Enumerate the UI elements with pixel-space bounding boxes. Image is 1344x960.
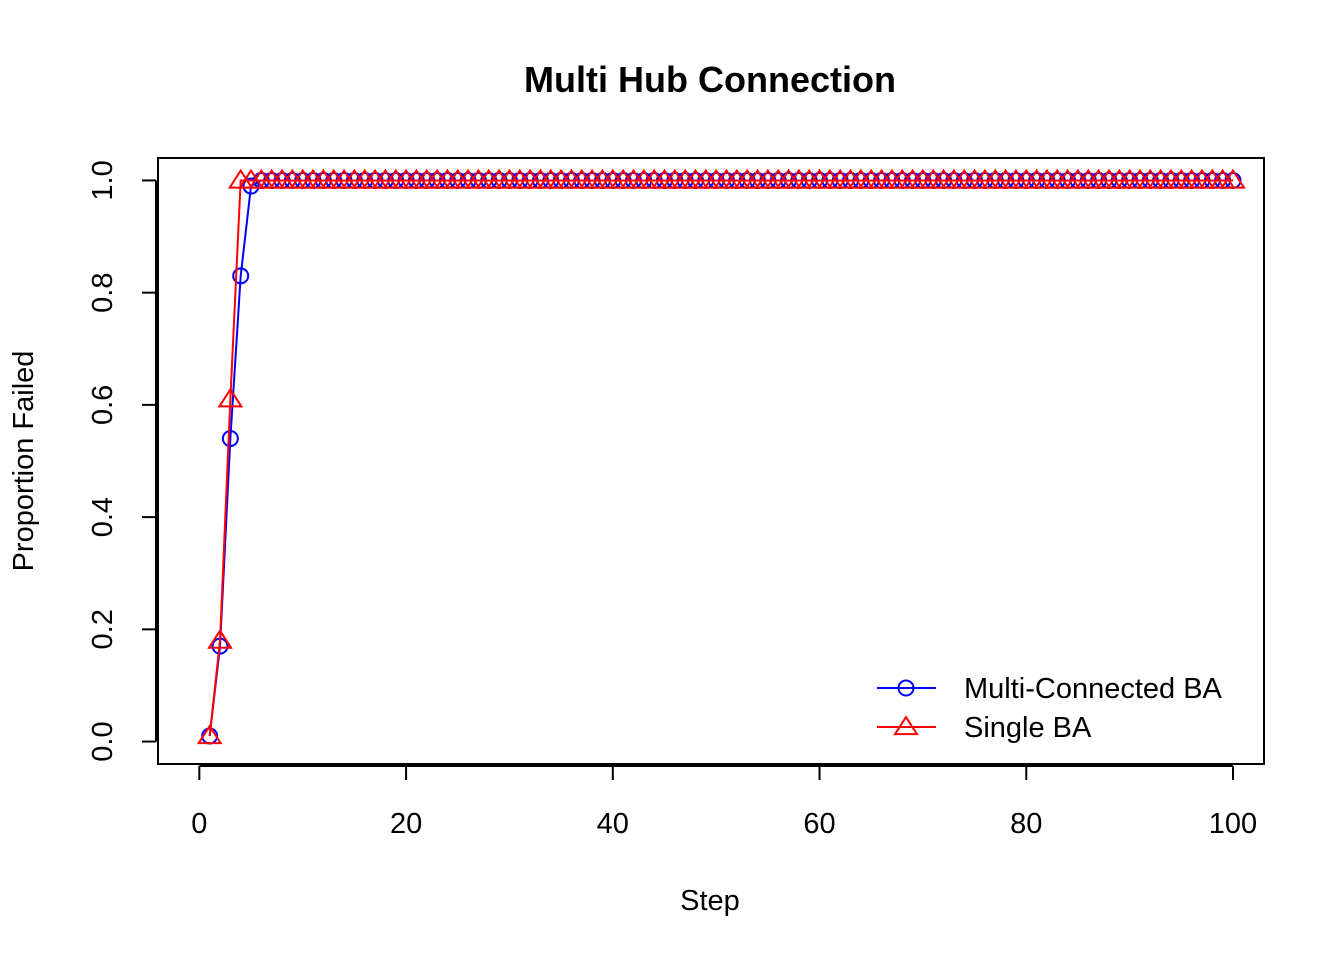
plot-frame	[157, 157, 1265, 765]
chart-title: Multi Hub Connection	[524, 59, 896, 100]
data-point	[207, 628, 233, 649]
x-tick-label: 60	[803, 808, 835, 840]
x-tick-label: 100	[1209, 808, 1257, 840]
x-axis-label: Step	[680, 885, 740, 917]
series-layer	[196, 168, 1246, 745]
data-point	[1220, 168, 1246, 189]
x-axis: 0 20 40 60 80 100	[191, 765, 1257, 840]
data-point	[232, 267, 250, 285]
series-line	[208, 179, 1233, 737]
series-line	[208, 179, 1233, 737]
y-tick-label: 0.2	[87, 609, 119, 649]
x-tick-label: 20	[390, 808, 422, 840]
legend-label: Multi-Connected BA	[964, 673, 1223, 705]
data-point	[196, 724, 223, 745]
data-point	[242, 177, 260, 195]
legend-marker	[897, 679, 915, 697]
x-tick-label: 40	[597, 808, 629, 840]
y-tick-label: 1.0	[87, 160, 119, 200]
legend-label: Single BA	[964, 712, 1092, 744]
y-tick-label: 0.8	[87, 273, 119, 313]
y-tick-label: 0.4	[87, 497, 119, 537]
series-1	[201, 171, 1242, 745]
y-tick-label: 0.6	[87, 385, 119, 425]
y-axis-label: Proportion Failed	[8, 351, 40, 572]
series-2	[196, 168, 1246, 745]
legend: Multi-Connected BA Single BA	[877, 673, 1223, 744]
y-tick-label: 0.0	[87, 721, 119, 761]
data-point	[221, 430, 239, 448]
x-tick-label: 0	[191, 808, 207, 840]
y-axis: 0.0 0.2 0.4 0.6 0.8 1.0	[87, 160, 157, 762]
x-tick-label: 80	[1010, 808, 1042, 840]
legend-marker	[893, 715, 919, 736]
data-point	[217, 387, 244, 408]
